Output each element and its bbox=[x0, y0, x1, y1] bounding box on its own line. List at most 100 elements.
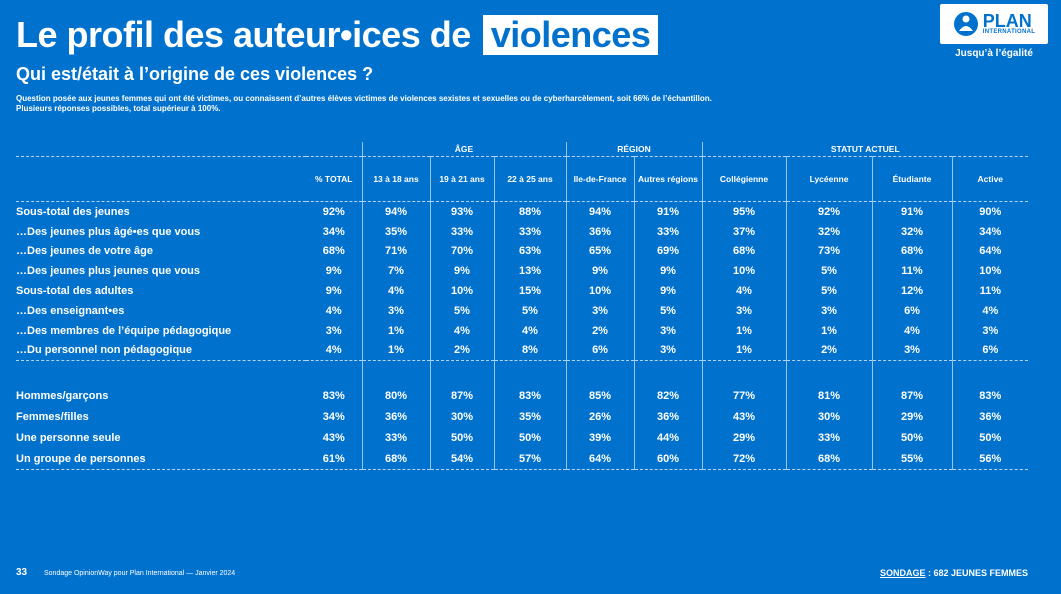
table-cell: 3% bbox=[565, 300, 635, 321]
table-cell: 9% bbox=[565, 261, 635, 282]
table-cell: 7% bbox=[361, 261, 430, 282]
table-cell: 9% bbox=[325, 265, 342, 278]
page-subtitle: Qui est/était à l’origine de ces violenc… bbox=[16, 64, 374, 84]
table-cell: 11% bbox=[871, 261, 953, 282]
table-cell: 68% bbox=[322, 245, 345, 258]
page-number: 33 bbox=[16, 567, 28, 578]
table-cell: 80% bbox=[361, 385, 430, 407]
table-cell: 26% bbox=[565, 406, 635, 428]
table-cell: 87% bbox=[429, 385, 494, 407]
table-cell: 10% bbox=[565, 281, 635, 301]
table-cell: 11% bbox=[951, 281, 1029, 301]
table-cell: 50% bbox=[429, 427, 494, 449]
table-cell: 55% bbox=[871, 448, 953, 471]
table-cell: 6% bbox=[951, 340, 1029, 362]
column-header: Active bbox=[951, 156, 1029, 202]
table-row: …Des jeunes plus jeunes que vous 9% 7% 9% 13… bbox=[16, 261, 1029, 282]
row-label: …Du personnel non pédagogique bbox=[16, 340, 306, 362]
table-cell: 68% bbox=[871, 241, 953, 262]
table-cell: 68% bbox=[785, 448, 873, 471]
table-cell: 44% bbox=[633, 427, 703, 449]
table-cell: 94% bbox=[361, 201, 430, 222]
table-cell: 4% bbox=[306, 340, 362, 362]
table-row: Une personne seule 43% 33% 50% 50% 39% 44% 29% 3… bbox=[16, 427, 1029, 449]
table-cell: 5% bbox=[429, 300, 494, 321]
table-cell: 70% bbox=[429, 241, 494, 262]
table-cell: 9% bbox=[325, 285, 342, 298]
table-cell: 30% bbox=[785, 406, 873, 428]
table-cell: 4% bbox=[429, 320, 494, 341]
table-row: …Des jeunes plus âgé•es que vous 34% 35% 33… bbox=[16, 221, 1029, 242]
column-header: % TOTAL bbox=[306, 156, 362, 202]
logo-wordmark: PLAN INTERNATIONAL bbox=[982, 12, 1036, 35]
table-cell: 60% bbox=[633, 448, 703, 471]
table-cell: 33% bbox=[429, 221, 494, 242]
group-header-row: ÂGE RÉGION STATUT ACTUEL bbox=[16, 142, 1029, 157]
table-cell: 1% bbox=[701, 340, 787, 362]
table-row: Sous-total des adultes 9% 4% 10% 15% 10% 9% 4% 5… bbox=[16, 281, 1029, 301]
table-spacer bbox=[16, 360, 1029, 386]
table-cell: 1% bbox=[361, 340, 430, 362]
table-row: Un groupe de personnes 61% 68% 54% 57% 64% 60%… bbox=[16, 448, 1029, 471]
table-cell: 3% bbox=[871, 340, 953, 362]
table-cell: 92% bbox=[322, 205, 345, 218]
column-header: 13 à 18 ans bbox=[361, 156, 430, 202]
column-header: 19 à 21 ans bbox=[429, 156, 494, 202]
table-cell: 83% bbox=[322, 389, 345, 402]
table-cell: 92% bbox=[785, 201, 873, 222]
table-cell: 85% bbox=[565, 385, 635, 407]
sample-text: : 682 JEUNES FEMMES bbox=[925, 568, 1028, 578]
table-cell: 37% bbox=[701, 221, 787, 242]
table-cell: 1% bbox=[701, 320, 787, 341]
table-cell: 33% bbox=[785, 427, 873, 449]
row-label: …Des jeunes plus jeunes que vous bbox=[16, 265, 200, 278]
row-label: Sous-total des jeunes bbox=[16, 205, 130, 218]
row-label: …Des membres de l’équipe pédagogique bbox=[16, 324, 232, 337]
table-cell: 4% bbox=[493, 320, 567, 341]
table-cell: 5% bbox=[785, 261, 873, 282]
table-cell: 77% bbox=[701, 385, 787, 407]
table-cell: 83% bbox=[493, 385, 567, 407]
table-cell: 91% bbox=[633, 201, 703, 222]
table-cell: 34% bbox=[322, 410, 345, 423]
row-label: Hommes/garçons bbox=[16, 389, 109, 402]
plan-person-icon bbox=[953, 12, 978, 36]
table-cell: 30% bbox=[429, 406, 494, 428]
row-label: …Des jeunes de votre âge bbox=[16, 245, 153, 258]
table-cell: 35% bbox=[493, 406, 567, 428]
table-row: Sous-total des jeunes 92% 94% 93% 88% 94% 91% 9… bbox=[16, 201, 1029, 222]
brand-tagline: Jusqu’à l’égalité bbox=[955, 48, 1033, 59]
table-cell: 3% bbox=[633, 340, 703, 362]
table-cell: 82% bbox=[633, 385, 703, 407]
sample-label: SONDAGE bbox=[879, 568, 926, 578]
table-cell: 10% bbox=[951, 261, 1029, 282]
logo-sub: INTERNATIONAL bbox=[982, 29, 1036, 35]
source-note: Sondage OpinionWay pour Plan Internation… bbox=[44, 570, 236, 577]
table-cell: 4% bbox=[871, 320, 953, 341]
table-cell: 54% bbox=[429, 448, 494, 471]
table-cell: 93% bbox=[429, 201, 494, 222]
table-cell: 8% bbox=[493, 340, 567, 362]
row-label: Femmes/filles bbox=[16, 410, 89, 423]
header-blank bbox=[16, 156, 306, 202]
table-cell: 50% bbox=[951, 427, 1029, 449]
table-cell: 81% bbox=[785, 385, 873, 407]
table-cell: 83% bbox=[951, 385, 1029, 407]
table-cell: 88% bbox=[493, 201, 567, 222]
table-cell: 34% bbox=[951, 221, 1029, 242]
table-cell: 35% bbox=[361, 221, 430, 242]
column-header-row: % TOTAL 13 à 18 ans 19 à 21 ans 22 à 25 ans… bbox=[16, 156, 1029, 202]
table-cell: 33% bbox=[361, 427, 430, 449]
column-header: Étudiante bbox=[871, 156, 953, 202]
table-cell: 32% bbox=[871, 221, 953, 242]
table-cell: 57% bbox=[493, 448, 567, 471]
table-cell: 5% bbox=[633, 300, 703, 321]
column-header: Ile-de-France bbox=[565, 156, 635, 202]
table-cell: 69% bbox=[633, 241, 703, 262]
table-cell: 39% bbox=[565, 427, 635, 449]
row-label: …Des enseignant•es bbox=[16, 304, 125, 317]
table-cell: 4% bbox=[361, 281, 430, 301]
table-cell: 63% bbox=[493, 241, 567, 262]
table-cell: 3% bbox=[361, 300, 430, 321]
table-cell: 5% bbox=[785, 281, 873, 301]
